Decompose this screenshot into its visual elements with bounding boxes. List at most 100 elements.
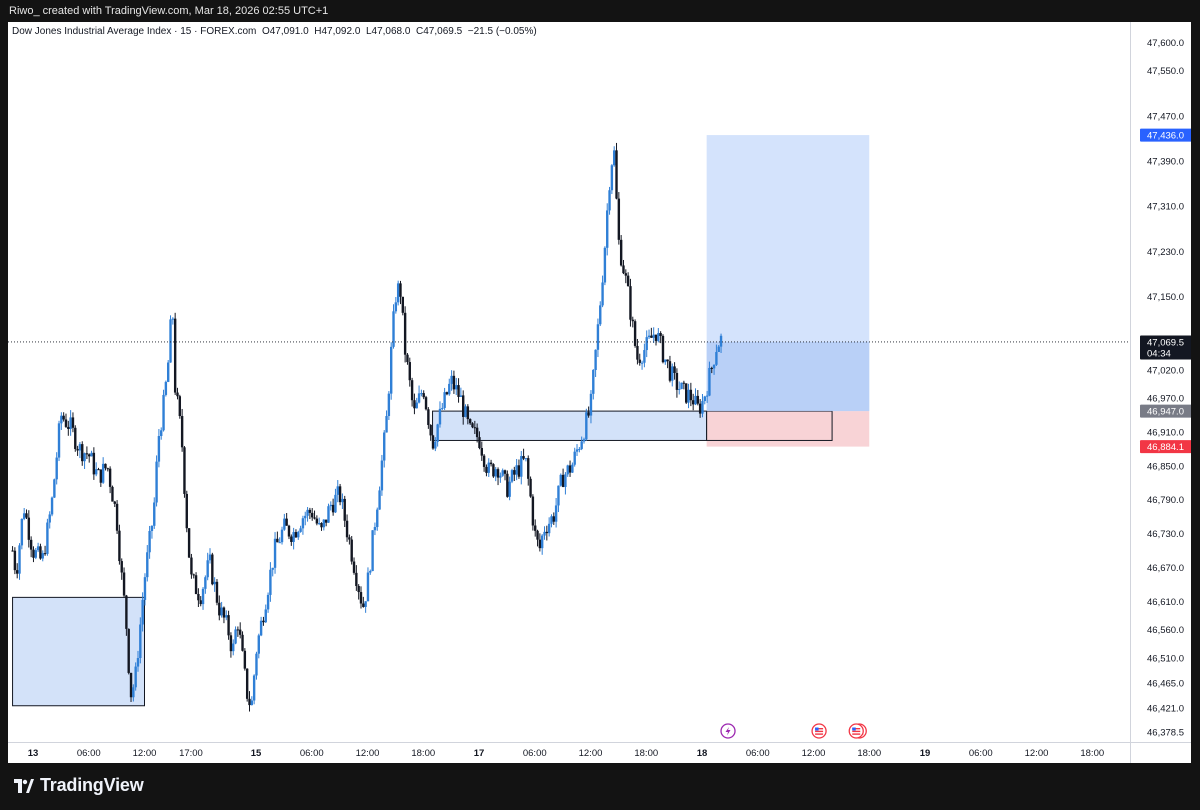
candle-body[interactable]	[317, 523, 321, 525]
candle-body[interactable]	[406, 354, 409, 363]
candle-body[interactable]	[234, 629, 237, 644]
candle-body[interactable]	[146, 552, 149, 578]
candle-body[interactable]	[647, 335, 651, 338]
candle-body[interactable]	[106, 468, 109, 470]
candle-body[interactable]	[271, 567, 274, 570]
candle-body[interactable]	[71, 417, 75, 428]
candle-body[interactable]	[561, 474, 565, 487]
candle-body[interactable]	[589, 393, 593, 416]
candle-body[interactable]	[176, 392, 179, 397]
candle-body[interactable]	[81, 444, 84, 462]
candle-body[interactable]	[487, 462, 490, 473]
candle-body[interactable]	[420, 393, 423, 395]
candle-body[interactable]	[464, 406, 467, 417]
candle-body[interactable]	[585, 412, 588, 440]
candle-body[interactable]	[262, 620, 265, 623]
candle-body[interactable]	[227, 615, 230, 636]
candle-body[interactable]	[294, 532, 298, 538]
candle-body[interactable]	[696, 395, 700, 404]
candle-body[interactable]	[717, 346, 720, 352]
candle-body[interactable]	[564, 474, 567, 487]
candle-body[interactable]	[113, 501, 116, 504]
candle-body[interactable]	[438, 408, 442, 425]
candle-body[interactable]	[190, 557, 193, 575]
candle-body[interactable]	[173, 318, 177, 393]
candle-body[interactable]	[592, 370, 595, 394]
candle-body[interactable]	[104, 463, 107, 469]
candle-body[interactable]	[278, 542, 281, 544]
candle-body[interactable]	[417, 393, 421, 403]
candle-body[interactable]	[111, 486, 114, 502]
candle-body[interactable]	[248, 698, 251, 706]
candle-body[interactable]	[661, 335, 665, 363]
candle-body[interactable]	[57, 423, 61, 458]
candle-body[interactable]	[554, 505, 558, 522]
candle-body[interactable]	[148, 530, 151, 553]
candle-body[interactable]	[691, 400, 695, 405]
candle-body[interactable]	[127, 628, 130, 673]
candle-body[interactable]	[297, 531, 300, 538]
candle-body[interactable]	[292, 532, 295, 542]
candle-body[interactable]	[427, 409, 430, 426]
symbol-name[interactable]: Dow Jones Industrial Average Index	[12, 26, 172, 37]
candle-body[interactable]	[703, 396, 706, 402]
candle-body[interactable]	[250, 700, 254, 706]
candle-body[interactable]	[643, 350, 646, 363]
candle-body[interactable]	[120, 561, 123, 573]
candle-body[interactable]	[352, 561, 356, 573]
candle-body[interactable]	[331, 504, 335, 513]
candle-body[interactable]	[380, 460, 384, 491]
candle-body[interactable]	[69, 417, 72, 430]
candle-body[interactable]	[76, 448, 79, 451]
candle-body[interactable]	[215, 581, 219, 603]
candle-body[interactable]	[208, 554, 212, 561]
candle-body[interactable]	[46, 522, 49, 554]
candle-body[interactable]	[16, 570, 19, 574]
candle-body[interactable]	[494, 469, 497, 477]
candle-body[interactable]	[619, 239, 623, 266]
candle-body[interactable]	[705, 395, 709, 397]
candle-body[interactable]	[492, 464, 495, 477]
candle-body[interactable]	[32, 549, 35, 558]
candle-body[interactable]	[631, 319, 634, 322]
candle-body[interactable]	[503, 470, 507, 474]
candle-body[interactable]	[445, 392, 449, 395]
candle-body[interactable]	[633, 321, 637, 346]
candle-body[interactable]	[313, 517, 316, 519]
candle-body[interactable]	[99, 469, 103, 483]
candle-body[interactable]	[527, 458, 530, 479]
candle-body[interactable]	[373, 527, 377, 531]
candle-body[interactable]	[559, 474, 562, 486]
candle-body[interactable]	[273, 538, 277, 568]
candle-body[interactable]	[387, 393, 391, 417]
candle-body[interactable]	[540, 535, 544, 549]
candle-body[interactable]	[83, 453, 86, 462]
candle-body[interactable]	[671, 366, 674, 381]
candle-body[interactable]	[378, 490, 381, 510]
candle-body[interactable]	[615, 150, 618, 199]
candle-body[interactable]	[622, 265, 625, 274]
candle-body[interactable]	[687, 389, 690, 403]
candle-body[interactable]	[143, 577, 147, 600]
candle-body[interactable]	[401, 296, 405, 313]
candle-body[interactable]	[489, 462, 493, 465]
candle-body[interactable]	[134, 666, 137, 688]
candle-body[interactable]	[118, 530, 121, 562]
candle-body[interactable]	[534, 525, 537, 531]
candle-body[interactable]	[67, 426, 70, 430]
candle-body[interactable]	[408, 362, 411, 381]
candle-body[interactable]	[43, 553, 47, 555]
candle-body[interactable]	[710, 367, 713, 369]
candle-body[interactable]	[74, 427, 77, 449]
candle-body[interactable]	[343, 498, 346, 521]
candle-body[interactable]	[257, 635, 260, 654]
candle-body[interactable]	[441, 407, 444, 409]
candle-body[interactable]	[150, 525, 154, 531]
candle-body[interactable]	[192, 574, 195, 576]
candle-body[interactable]	[213, 581, 216, 585]
candle-body[interactable]	[638, 359, 641, 363]
candle-body[interactable]	[178, 396, 182, 417]
candle-body[interactable]	[341, 498, 344, 503]
candle-body[interactable]	[269, 569, 272, 595]
candle-body[interactable]	[496, 469, 500, 478]
